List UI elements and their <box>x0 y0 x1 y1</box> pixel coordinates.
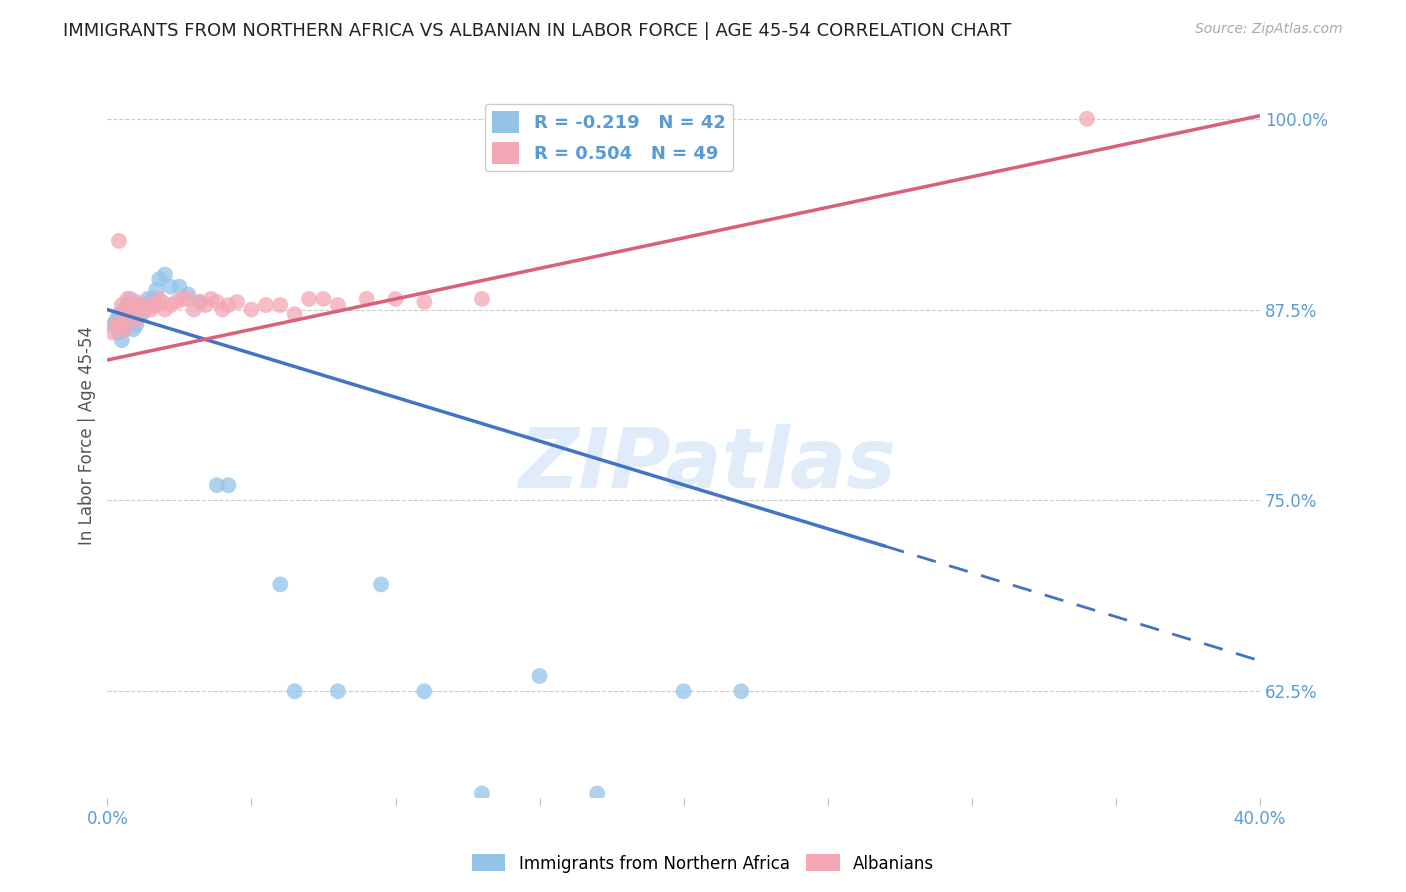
Point <box>111 310 134 325</box>
Point <box>205 478 228 492</box>
Y-axis label: In Labor Force | Age 45-54: In Labor Force | Age 45-54 <box>79 326 96 545</box>
Point <box>183 302 205 317</box>
Point <box>134 298 156 312</box>
Point <box>217 298 239 312</box>
Point <box>384 292 406 306</box>
Point <box>108 234 131 248</box>
Point <box>226 295 249 310</box>
Point <box>177 287 200 301</box>
Point <box>120 310 142 325</box>
Point <box>159 298 181 312</box>
Point <box>134 302 156 317</box>
Point <box>471 787 494 801</box>
Point <box>148 272 170 286</box>
Point <box>413 684 436 698</box>
Point <box>326 298 349 312</box>
Point <box>125 318 148 332</box>
Point <box>125 295 148 310</box>
Point <box>136 292 159 306</box>
Point <box>131 307 153 321</box>
Point <box>148 292 170 306</box>
Point <box>108 326 131 340</box>
Point <box>194 298 217 312</box>
Point <box>117 302 139 317</box>
Point <box>150 295 173 310</box>
Point <box>128 298 150 312</box>
Point <box>166 295 188 310</box>
Point <box>120 292 142 306</box>
Point <box>370 577 392 591</box>
Point <box>114 307 136 321</box>
Point <box>120 298 142 312</box>
Point <box>211 302 233 317</box>
Point <box>188 295 211 310</box>
Point <box>254 298 277 312</box>
Point <box>413 295 436 310</box>
Point <box>169 279 191 293</box>
Point <box>125 302 148 317</box>
Point <box>108 307 131 321</box>
Point <box>529 669 551 683</box>
Point <box>128 310 150 325</box>
Point <box>298 292 321 306</box>
Point <box>111 318 134 332</box>
Point <box>217 478 239 492</box>
Point <box>139 298 162 312</box>
Point <box>105 318 128 332</box>
Point <box>145 283 167 297</box>
Point <box>117 298 139 312</box>
Point <box>205 295 228 310</box>
Point <box>269 577 291 591</box>
Point <box>122 302 145 317</box>
Point <box>172 292 194 306</box>
Text: IMMIGRANTS FROM NORTHERN AFRICA VS ALBANIAN IN LABOR FORCE | AGE 45-54 CORRELATI: IMMIGRANTS FROM NORTHERN AFRICA VS ALBAN… <box>63 22 1012 40</box>
Point <box>120 310 142 325</box>
Point <box>1076 112 1098 126</box>
Point <box>159 279 181 293</box>
Point <box>200 292 222 306</box>
Point <box>131 298 153 312</box>
Point <box>145 298 167 312</box>
Point <box>312 292 335 306</box>
Point <box>586 787 609 801</box>
Point <box>117 292 139 306</box>
Point <box>136 298 159 312</box>
Point <box>730 684 752 698</box>
Point <box>139 302 162 317</box>
Point <box>153 302 176 317</box>
Point <box>125 313 148 327</box>
Point <box>240 302 263 317</box>
Point <box>326 684 349 698</box>
Point <box>356 292 378 306</box>
Point <box>111 333 134 347</box>
Point <box>672 684 695 698</box>
Legend: R = -0.219   N = 42, R = 0.504   N = 49: R = -0.219 N = 42, R = 0.504 N = 49 <box>485 103 733 171</box>
Point <box>284 684 307 698</box>
Point <box>105 313 128 327</box>
Point <box>142 292 165 306</box>
Point <box>114 322 136 336</box>
Point <box>108 318 131 332</box>
Point <box>269 298 291 312</box>
Point <box>122 322 145 336</box>
Point <box>471 292 494 306</box>
Point <box>114 302 136 317</box>
Point <box>177 292 200 306</box>
Point <box>117 318 139 332</box>
Point <box>142 298 165 312</box>
Point <box>114 322 136 336</box>
Point <box>188 295 211 310</box>
Point <box>128 302 150 317</box>
Text: ZIPatlas: ZIPatlas <box>517 424 896 505</box>
Point <box>122 298 145 312</box>
Text: Source: ZipAtlas.com: Source: ZipAtlas.com <box>1195 22 1343 37</box>
Point <box>284 307 307 321</box>
Point <box>101 326 124 340</box>
Legend: Immigrants from Northern Africa, Albanians: Immigrants from Northern Africa, Albania… <box>465 847 941 880</box>
Point <box>153 268 176 282</box>
Point <box>111 298 134 312</box>
Point <box>101 318 124 332</box>
